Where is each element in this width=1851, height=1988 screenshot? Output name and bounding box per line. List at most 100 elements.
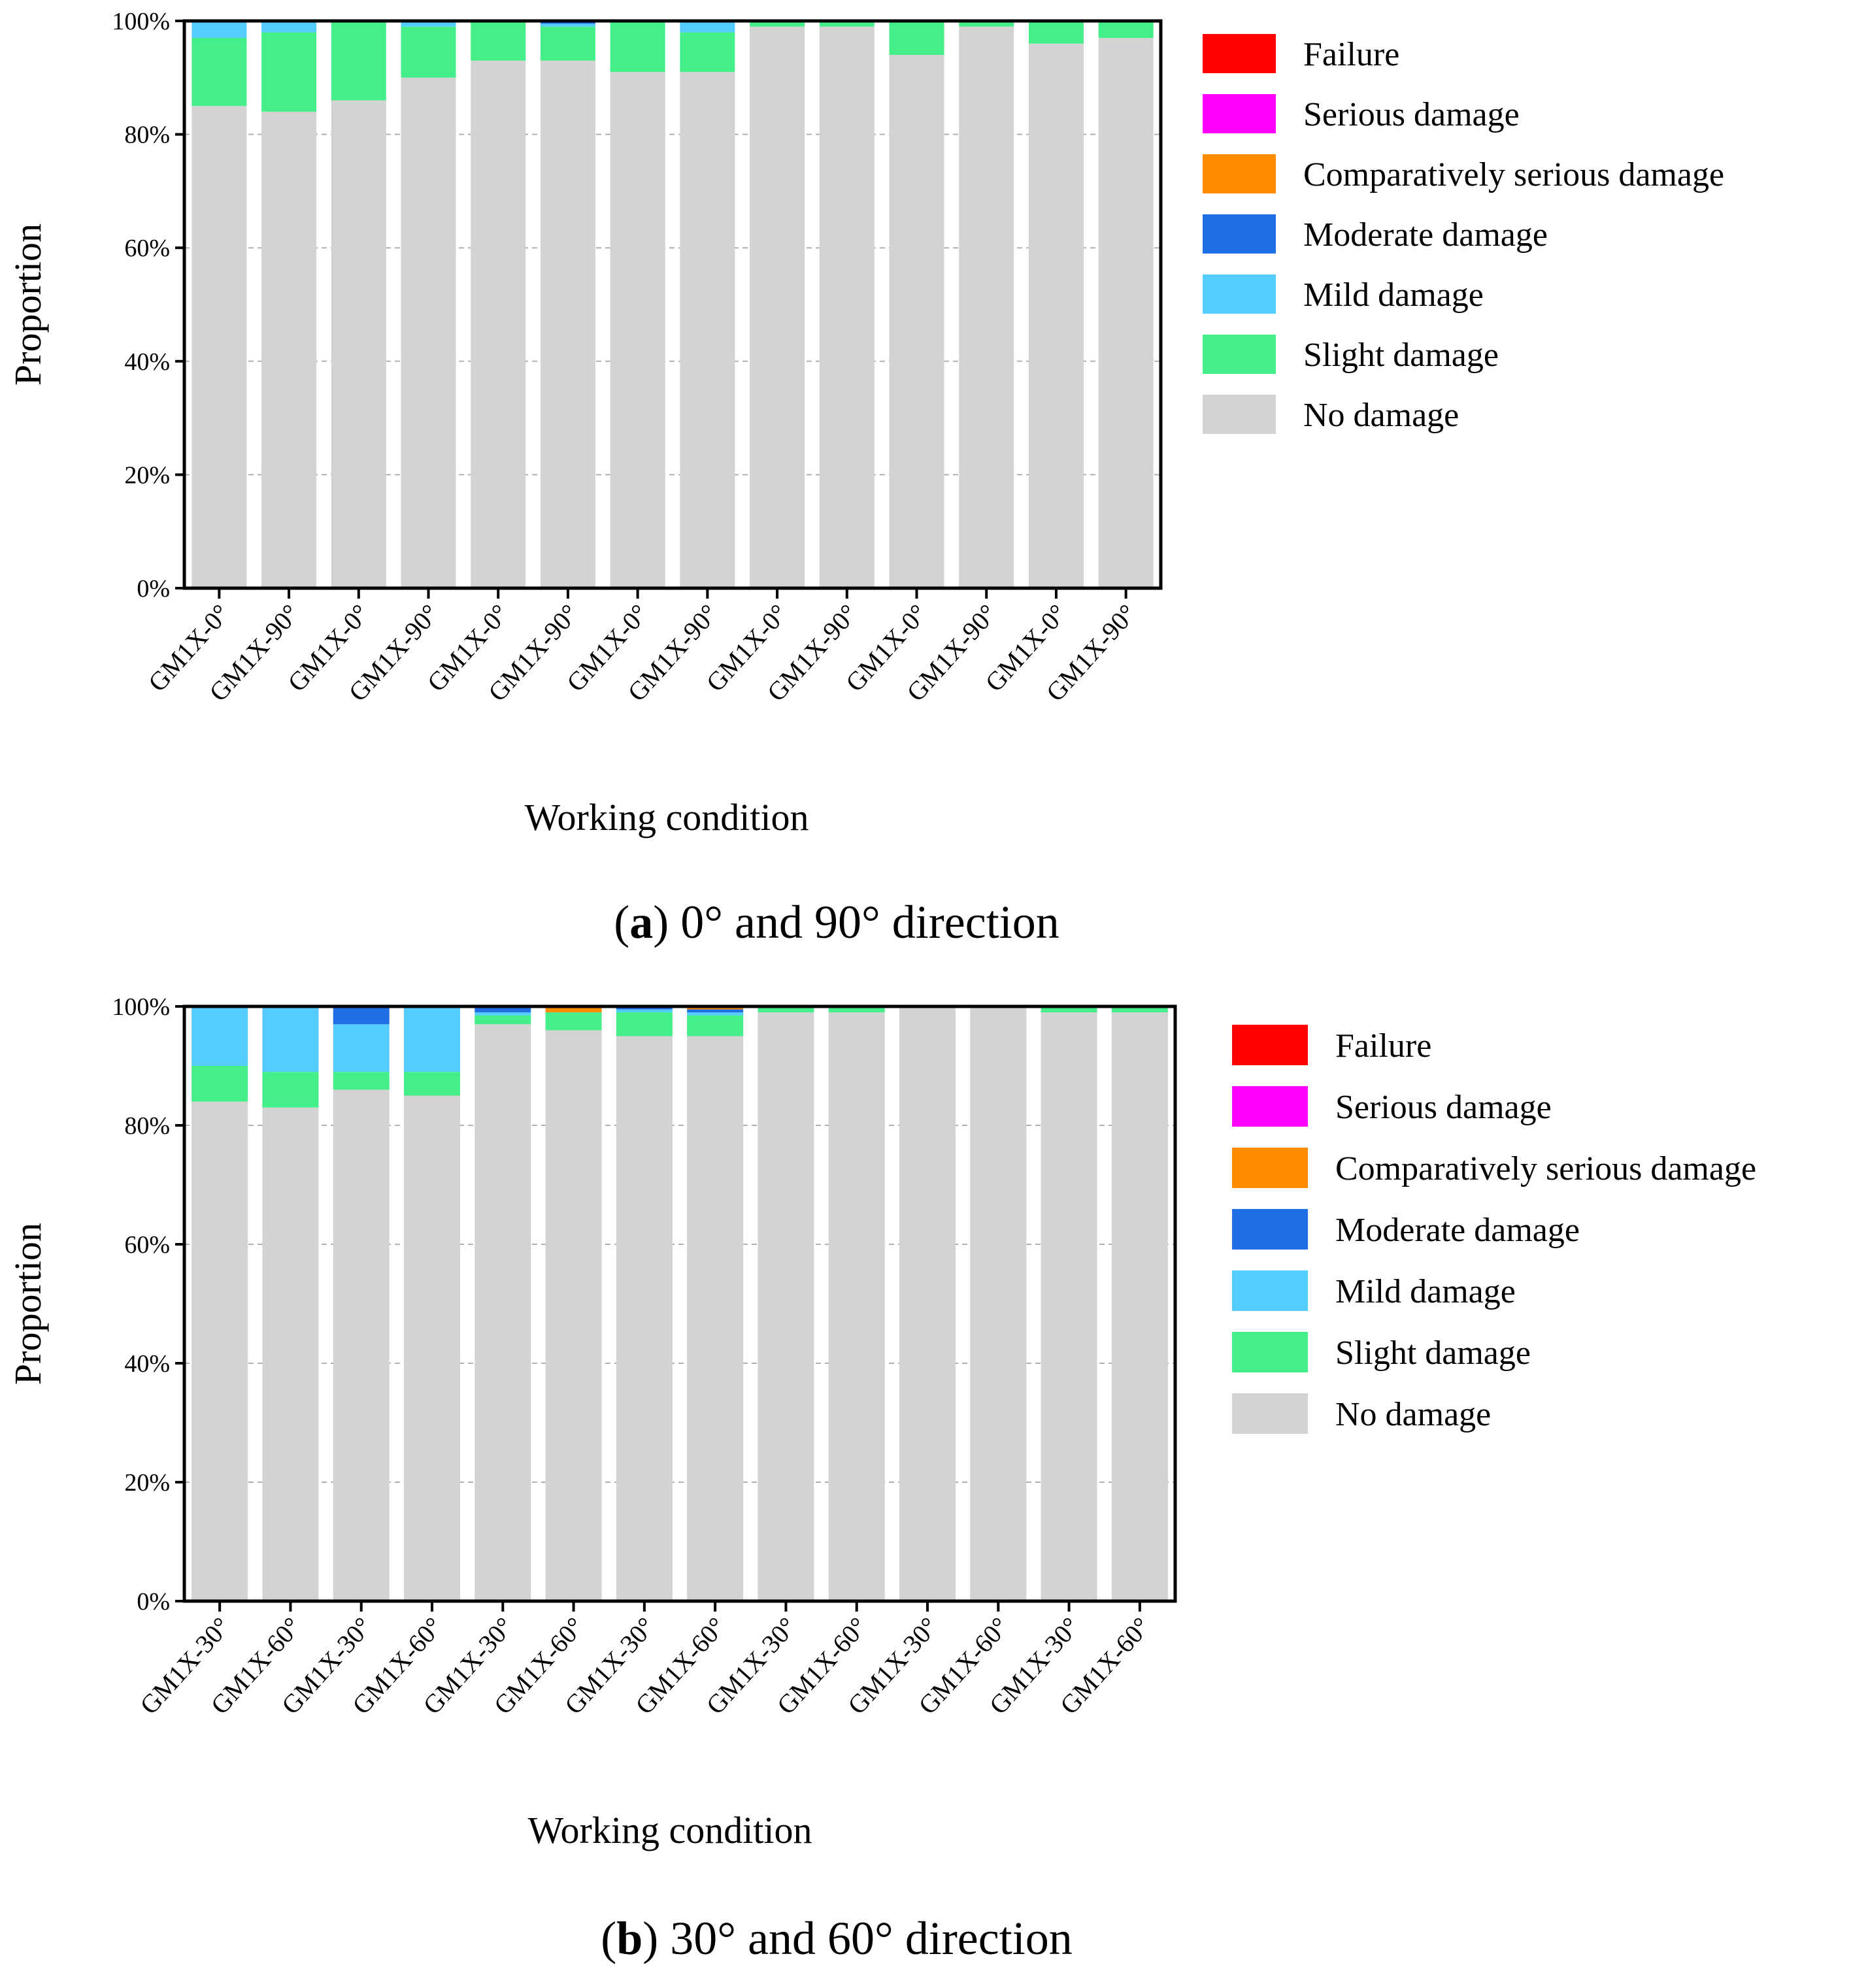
bar-segment-slight-damage (262, 1072, 319, 1108)
bar-segment-slight-damage (404, 1072, 460, 1096)
legend-label: Moderate damage (1303, 216, 1548, 254)
bar-segment-slight-damage (1111, 1006, 1168, 1013)
legend-label: Failure (1335, 1027, 1431, 1065)
bar-segment-slight-damage (333, 1072, 390, 1090)
chart-a-y-ticks: 0% 20% 40% 60% 80% 100% (112, 8, 184, 603)
chart-b-caption: (b) 30° and 60° direction (601, 1912, 1072, 1964)
bar-segment-mild-damage (401, 21, 456, 27)
legend-swatch-slight-damage (1203, 335, 1276, 374)
bar-segment-no-damage (819, 26, 875, 589)
legend-label: Failure (1303, 36, 1399, 73)
legend-swatch-serious-damage (1232, 1086, 1308, 1127)
bar-segment-no-damage (192, 106, 247, 588)
y-tick-label: 100% (112, 8, 170, 35)
chart-a-y-axis-label: Proportion (7, 224, 49, 386)
bar-segment-comparatively-serious-damage (545, 1006, 602, 1013)
bar-segment-no-damage (750, 26, 805, 589)
bar-segment-no-damage (540, 60, 595, 588)
bar-segment-no-damage (828, 1012, 885, 1601)
legend-swatch-mild-damage (1232, 1270, 1308, 1311)
bar-segment-no-damage (687, 1036, 744, 1601)
chart-a-x-ticks: GM1X-0°GM1X-90°GM1X-0°GM1X-90°GM1X-0°GM1… (142, 588, 1142, 707)
bar-segment-slight-damage (959, 21, 1014, 27)
legend-label: Serious damage (1303, 96, 1520, 133)
bar-segment-slight-damage (680, 32, 735, 73)
legend-swatch-moderate-damage (1203, 214, 1276, 254)
bar-segment-no-damage (401, 77, 456, 589)
bar-segment-slight-damage (828, 1006, 885, 1013)
y-tick-label: 0% (137, 575, 170, 603)
legend-label: Mild damage (1335, 1273, 1516, 1310)
chart-a-plot-frame (182, 19, 1163, 590)
legend-label: No damage (1303, 397, 1459, 434)
chart-a-gridlines (184, 133, 1161, 476)
bar-segment-no-damage (404, 1095, 460, 1601)
chart-a-caption: (a) 0° and 90° direction (614, 896, 1059, 948)
bar-segment-no-damage (333, 1089, 390, 1601)
y-tick-label: 80% (124, 1112, 170, 1140)
bar-segment-slight-damage (750, 21, 805, 27)
bar-segment-slight-damage (1041, 1006, 1097, 1013)
chart-a: 0% 20% 40% 60% 80% 100% GM1X-0°GM1X-90°GM1X-0… (7, 8, 1724, 948)
bar-segment-mild-damage (404, 1006, 460, 1072)
bar-segment-mild-damage (192, 21, 247, 39)
legend-label: Serious damage (1335, 1089, 1552, 1126)
bar-segment-mild-damage (261, 21, 317, 33)
bar-segment-moderate-damage (687, 1009, 744, 1013)
chart-b-x-axis-label: Working condition (527, 1809, 812, 1851)
bar-segment-slight-damage (1028, 21, 1084, 44)
bar-segment-no-damage (262, 1107, 319, 1601)
chart-a-caption-text: 0° and 90° direction (669, 896, 1059, 948)
bar-segment-slight-damage (687, 1015, 744, 1036)
bar-segment-no-damage (331, 100, 386, 588)
bar-segment-no-damage (959, 26, 1014, 589)
legend-label: Slight damage (1303, 337, 1499, 374)
bar-segment-mild-damage (687, 1012, 744, 1016)
bar-segment-slight-damage (401, 26, 456, 78)
legend-swatch-failure (1203, 34, 1276, 73)
bar-segment-mild-damage (616, 1009, 673, 1013)
bar-segment-no-damage (899, 1006, 956, 1601)
chart-b-plot-frame (182, 1004, 1177, 1603)
legend-label: Mild damage (1303, 276, 1484, 314)
legend-swatch-comparatively-serious-damage (1203, 154, 1276, 193)
bar-segment-moderate-damage (475, 1006, 531, 1013)
chart-b-y-axis-label: Proportion (7, 1223, 49, 1385)
bar-segment-no-damage (1028, 43, 1084, 589)
legend-label: No damage (1335, 1396, 1491, 1433)
bar-segment-slight-damage (475, 1015, 531, 1025)
legend-swatch-slight-damage (1232, 1332, 1308, 1372)
bar-segment-no-damage (545, 1030, 602, 1601)
legend-label: Comparatively serious damage (1303, 156, 1724, 193)
bar-segment-no-damage (1041, 1012, 1097, 1601)
legend-swatch-comparatively-serious-damage (1232, 1148, 1308, 1188)
bar-segment-no-damage (261, 111, 317, 588)
legend-label: Slight damage (1335, 1334, 1531, 1372)
bar-segment-mild-damage (192, 1006, 248, 1066)
legend-swatch-no-damage (1203, 395, 1276, 434)
bar-segment-no-damage (1111, 1012, 1168, 1601)
chart-a-caption-letter: a (629, 896, 653, 948)
chart-b-gridlines (184, 1125, 1175, 1483)
legend-swatch-failure (1232, 1025, 1308, 1065)
legend-label: Comparatively serious damage (1335, 1150, 1756, 1187)
y-tick-label: 60% (124, 235, 170, 262)
bar-segment-no-damage (616, 1036, 673, 1601)
chart-b-y-ticks: 0% 20% 40% 60% 80% 100% (112, 993, 184, 1615)
bar-segment-slight-damage (1098, 21, 1154, 39)
bar-segment-slight-damage (758, 1006, 814, 1013)
bar-segment-slight-damage (471, 21, 526, 61)
bar-segment-slight-damage (261, 32, 317, 112)
bar-segment-no-damage (192, 1101, 248, 1601)
legend-swatch-mild-damage (1203, 274, 1276, 314)
bar-segment-slight-damage (331, 21, 386, 101)
legend-swatch-serious-damage (1203, 94, 1276, 133)
bar-segment-no-damage (889, 55, 944, 588)
chart-a-legend: Failure Serious damage Comparatively serio… (1203, 34, 1724, 434)
chart-b-x-ticks: GM1X-30°GM1X-60°GM1X-30°GM1X-60°GM1X-30°… (134, 1601, 1156, 1720)
legend-swatch-no-damage (1232, 1393, 1308, 1434)
y-tick-label: 40% (124, 1350, 170, 1378)
bar-segment-mild-damage (475, 1012, 531, 1016)
y-tick-label: 0% (137, 1588, 170, 1615)
